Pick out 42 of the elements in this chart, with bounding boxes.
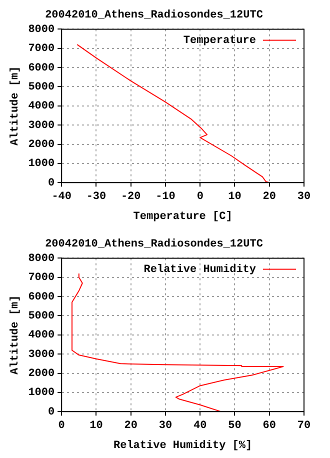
y-axis-title: Altitude [m]	[9, 295, 22, 375]
x-tick-label: -20	[120, 190, 141, 203]
x-tick-label: 40	[194, 420, 207, 432]
legend-label: Relative Humidity	[144, 264, 256, 276]
y-tick-label: 5000	[28, 81, 55, 94]
y-tick-label: 8000	[28, 252, 55, 265]
x-tick-label: 0	[58, 420, 65, 432]
legend-label: Temperature	[183, 34, 256, 47]
y-tick-label: 4000	[28, 100, 55, 113]
y-tick-label: 6000	[28, 62, 55, 74]
y-tick-label: 5000	[28, 310, 55, 322]
chart-title: 20042010_Athens_Radiosondes_12UTC	[45, 9, 264, 22]
y-tick-label: 1000	[28, 158, 55, 170]
y-tick-label: 1000	[28, 387, 55, 400]
y-tick-label: 0	[48, 406, 55, 418]
x-tick-label: 60	[262, 420, 276, 432]
y-tick-label: 2000	[28, 368, 55, 380]
x-tick-label: 10	[228, 190, 242, 203]
x-tick-label: 30	[297, 190, 311, 203]
y-tick-label: 2000	[28, 139, 55, 152]
x-tick-label: 20	[124, 420, 138, 432]
x-tick-label: 10	[90, 420, 103, 432]
y-tick-label: 3000	[28, 120, 55, 132]
x-tick-label: -10	[156, 190, 176, 203]
y-axis-title: Altitude [m]	[9, 66, 22, 146]
chart-title: 20042010_Athens_Radiosondes_12UTC	[45, 238, 264, 250]
x-axis-title: Temperature [C]	[133, 211, 232, 224]
y-tick-label: 7000	[28, 272, 55, 284]
y-tick-label: 8000	[28, 24, 55, 36]
x-tick-label: 70	[297, 420, 311, 432]
y-tick-label: 3000	[28, 348, 55, 361]
x-tick-label: 50	[228, 420, 242, 432]
x-tick-label: 20	[262, 190, 276, 203]
x-tick-label: 0	[196, 190, 204, 203]
y-tick-label: 6000	[28, 291, 55, 304]
x-axis-title: Relative Humidity [%]	[113, 440, 252, 452]
x-tick-label: 30	[158, 420, 172, 432]
x-tick-label: -40	[52, 190, 72, 203]
x-tick-label: -30	[86, 190, 106, 203]
y-tick-label: 0	[48, 177, 55, 190]
y-tick-label: 7000	[28, 43, 55, 56]
y-tick-label: 4000	[28, 330, 55, 342]
